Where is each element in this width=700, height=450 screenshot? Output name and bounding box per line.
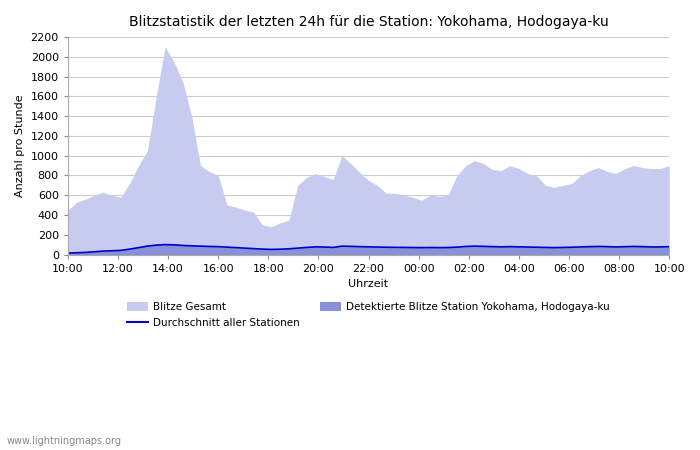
X-axis label: Uhrzeit: Uhrzeit bbox=[349, 279, 389, 289]
Text: www.lightningmaps.org: www.lightningmaps.org bbox=[7, 436, 122, 446]
Legend: Blitze Gesamt, Durchschnitt aller Stationen, Detektierte Blitze Station Yokohama: Blitze Gesamt, Durchschnitt aller Statio… bbox=[122, 298, 615, 332]
Y-axis label: Anzahl pro Stunde: Anzahl pro Stunde bbox=[15, 94, 25, 197]
Title: Blitzstatistik der letzten 24h für die Station: Yokohama, Hodogaya-ku: Blitzstatistik der letzten 24h für die S… bbox=[129, 15, 608, 29]
